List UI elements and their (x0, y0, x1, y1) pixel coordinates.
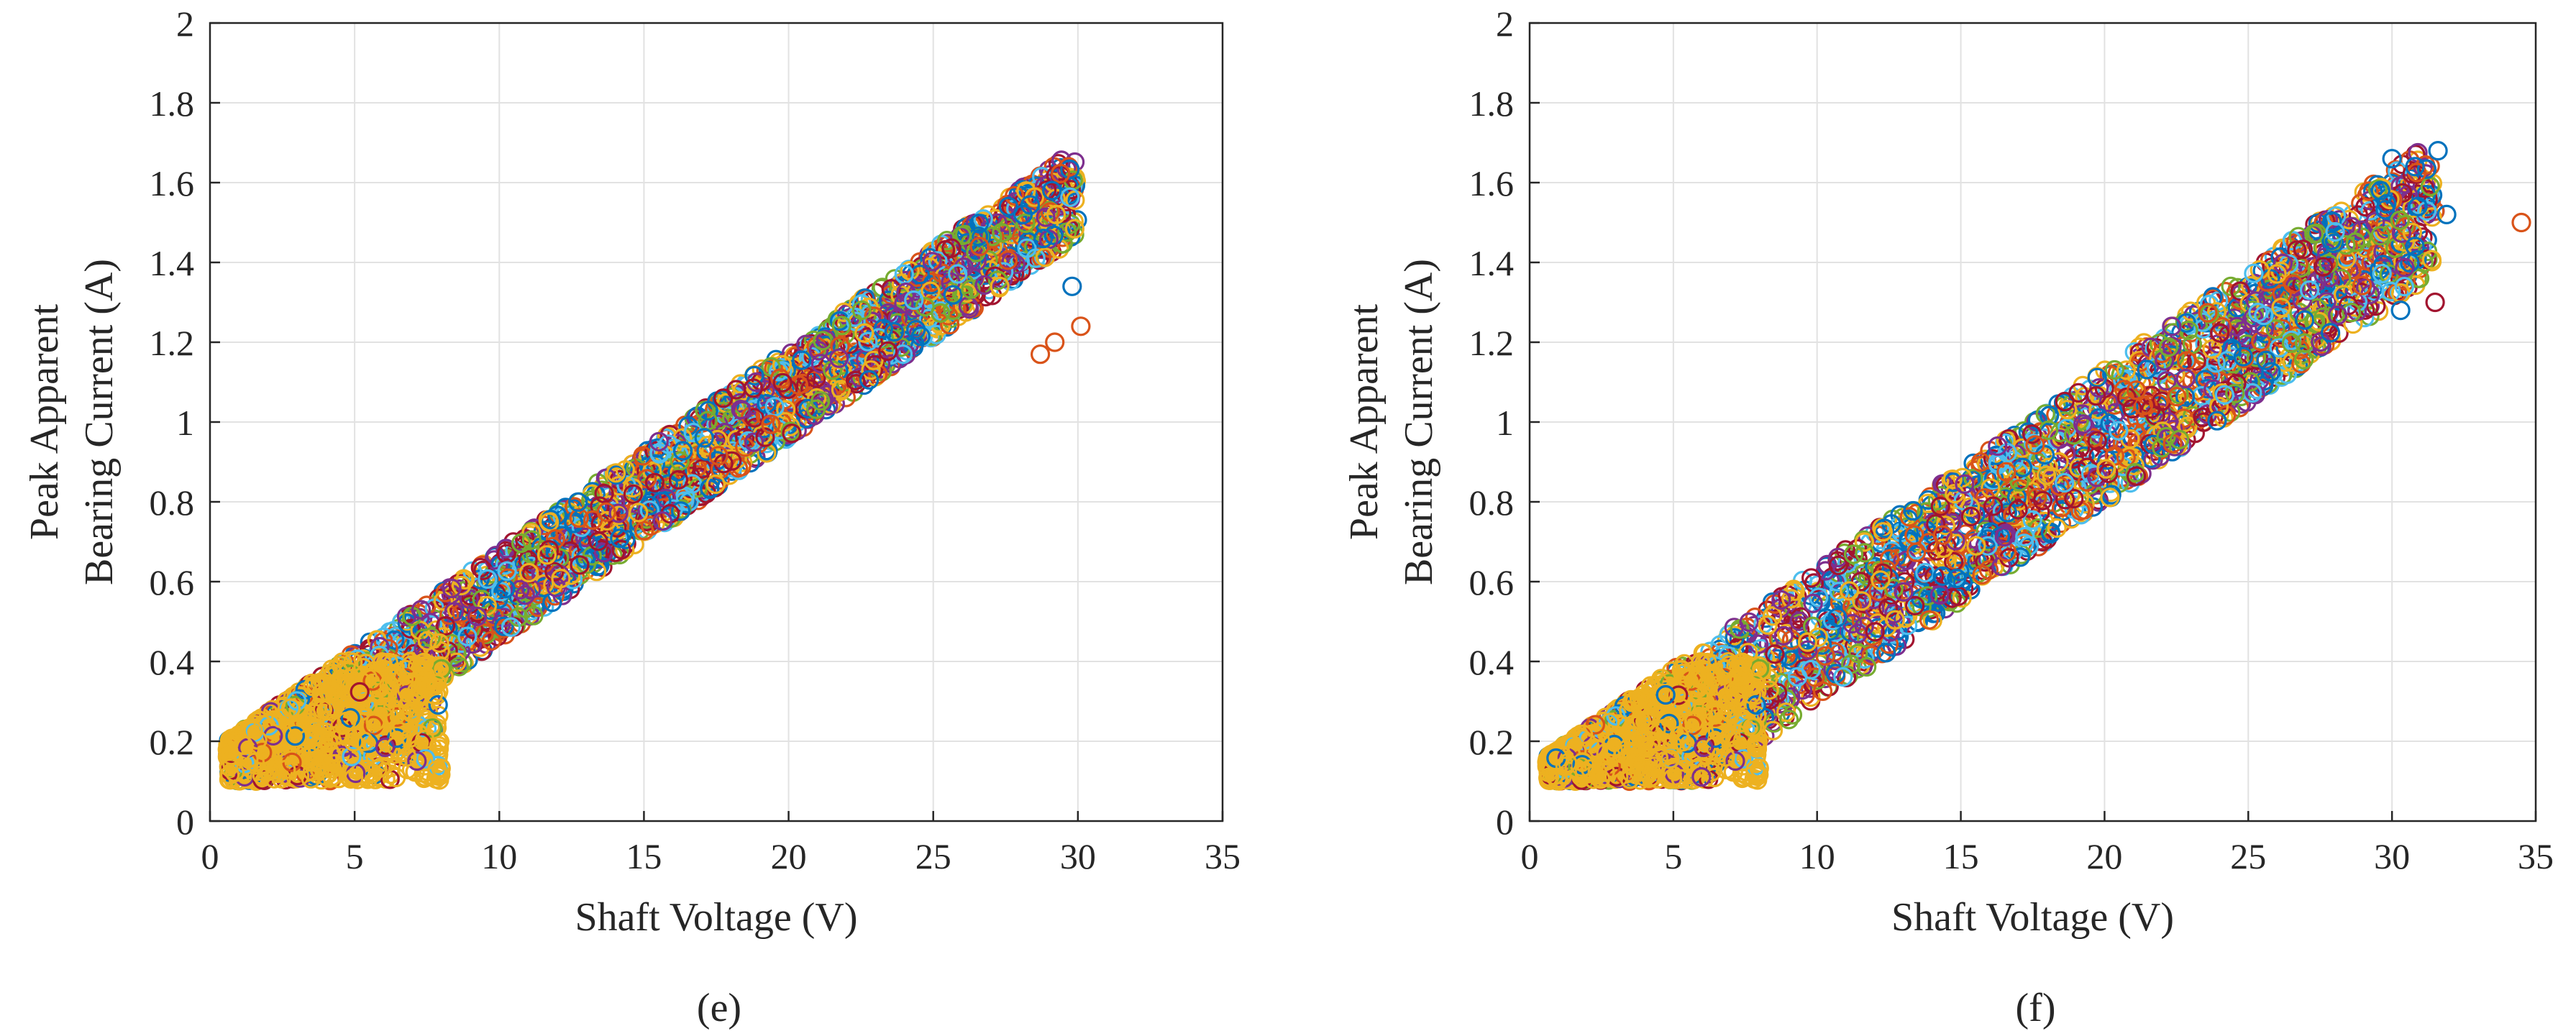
y-axis-label-line2-e: Bearing Current (A) (77, 259, 122, 585)
x-tick-label: 20 (771, 836, 807, 876)
x-tick-label: 5 (346, 836, 364, 876)
y-tick-label: 1.2 (150, 323, 195, 363)
y-tick-label: 0 (176, 802, 194, 842)
x-tick-label: 15 (626, 836, 662, 876)
x-tick-label: 25 (915, 836, 951, 876)
y-tick-label: 1.8 (150, 83, 195, 124)
y-tick-label: 2 (176, 4, 194, 44)
panel-e: 0 5 10 15 20 25 30 35 0 0.2 0.4 0.6 0.8 1 1.2 1.4 1.6 1.… (22, 4, 1241, 1030)
y-tick-label: 1.4 (150, 243, 195, 283)
panel-caption-e: (e) (697, 986, 741, 1030)
y-tick-label: 0.8 (150, 482, 195, 523)
panel-f: 0 5 10 15 20 25 30 35 00.20.40.60.811.21.41.61.… (1342, 4, 2554, 1030)
x-tick-label: 10 (481, 836, 517, 876)
y-axis-label-line1-e: Peak Apparent (22, 303, 67, 540)
points-e (217, 150, 1091, 792)
x-axis-label-e: Shaft Voltage (V) (575, 895, 858, 940)
y-tick-label: 1 (176, 403, 194, 443)
y-tick-label: 0.4 (150, 642, 195, 682)
x-tick-label: 30 (1060, 836, 1096, 876)
x-tick-label: 35 (1205, 836, 1241, 876)
y-tick-label: 1.6 (150, 163, 195, 203)
y-tick-label: 0.2 (150, 722, 195, 762)
x-tick-label: 0 (201, 836, 219, 876)
y-tick-label: 0.6 (150, 562, 195, 602)
